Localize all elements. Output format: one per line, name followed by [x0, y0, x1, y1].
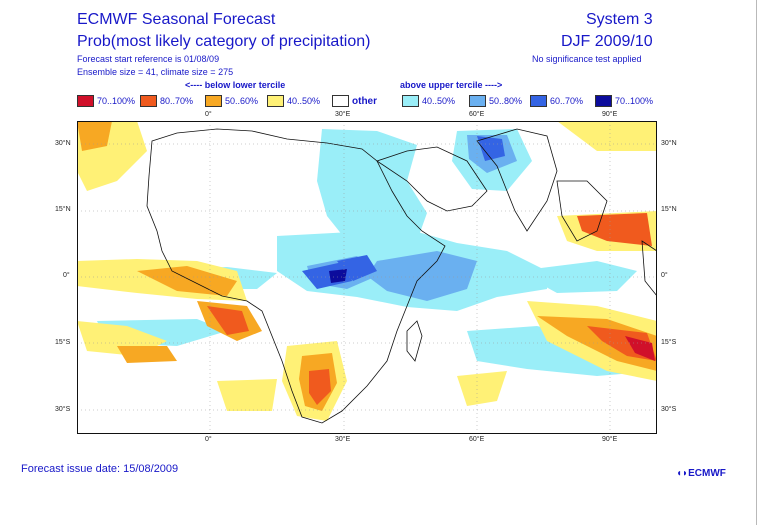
map-title: ECMWF Seasonal Forecast — [77, 11, 276, 28]
legend-label-0: 70..100% — [97, 96, 136, 106]
legend-label-8: 70..100% — [615, 96, 654, 106]
system-label: System 3 — [586, 11, 653, 28]
legend-swatch-6 — [469, 95, 486, 107]
lon-tick-bottom-30e: 30°E — [335, 436, 351, 443]
lat-tick-right-30s: 30°S — [661, 406, 677, 413]
lat-tick-left-15s: 15°S — [55, 339, 71, 346]
legend-swatch-2 — [205, 95, 222, 107]
legend-swatch-0 — [77, 95, 94, 107]
ecmwf-logo-icon: ◖◗ — [676, 468, 689, 479]
lon-tick-top-0: 0° — [205, 111, 212, 118]
lat-tick-left-30n: 30°N — [55, 140, 71, 147]
ecmwf-logo: ◖◗ECMWF — [676, 468, 726, 479]
lon-tick-top-90e: 90°E — [602, 111, 618, 118]
page-border — [756, 0, 757, 525]
lon-tick-top-60e: 60°E — [469, 111, 485, 118]
lat-tick-right-30n: 30°N — [661, 140, 677, 147]
legend-label-6: 50..80% — [489, 96, 523, 106]
map-frame — [77, 121, 657, 434]
season-label: DJF 2009/10 — [561, 33, 653, 50]
legend-label-5: 40..50% — [422, 96, 456, 106]
ecmwf-logo-text: ECMWF — [688, 468, 726, 479]
lat-tick-right-15n: 15°N — [661, 206, 677, 213]
legend-swatch-7 — [530, 95, 547, 107]
lon-tick-bottom-0: 0° — [205, 436, 212, 443]
legend-swatch-1 — [140, 95, 157, 107]
legend-below-label: <---- below lower tercile — [185, 80, 286, 90]
forecast-issue-date: Forecast issue date: 15/08/2009 — [21, 463, 179, 475]
ensemble-size: Ensemble size = 41, climate size = 275 — [77, 67, 234, 77]
legend-above-label: above upper tercile ----> — [400, 80, 503, 90]
legend-swatch-5 — [402, 95, 419, 107]
forecast-start-reference: Forecast start reference is 01/08/09 — [77, 54, 220, 64]
legend-label-4: other — [352, 96, 377, 107]
lat-tick-left-30s: 30°S — [55, 406, 71, 413]
graticule — [77, 121, 657, 434]
map-subtitle: Prob(most likely category of precipitati… — [77, 33, 371, 50]
above-tercile-fields — [97, 129, 657, 376]
coastlines — [146, 128, 657, 424]
lon-tick-bottom-60e: 60°E — [469, 436, 485, 443]
legend-swatch-3 — [267, 95, 284, 107]
lat-tick-right-0: 0° — [661, 272, 668, 279]
legend-label-3: 40..50% — [287, 96, 321, 106]
lon-tick-bottom-90e: 90°E — [602, 436, 618, 443]
legend-label-1: 80..70% — [160, 96, 194, 106]
lat-tick-left-15n: 15°N — [55, 206, 71, 213]
legend-swatch-4 — [332, 95, 349, 107]
legend-label-2: 50..60% — [225, 96, 259, 106]
lon-tick-top-30e: 30°E — [335, 111, 351, 118]
lat-tick-left-0: 0° — [63, 272, 70, 279]
lat-tick-right-15s: 15°S — [661, 339, 677, 346]
legend-label-7: 60..70% — [550, 96, 584, 106]
below-tercile-fields — [77, 121, 657, 421]
legend-swatch-8 — [595, 95, 612, 107]
significance-note: No significance test applied — [532, 54, 642, 64]
precipitation-probability-map — [77, 121, 657, 434]
